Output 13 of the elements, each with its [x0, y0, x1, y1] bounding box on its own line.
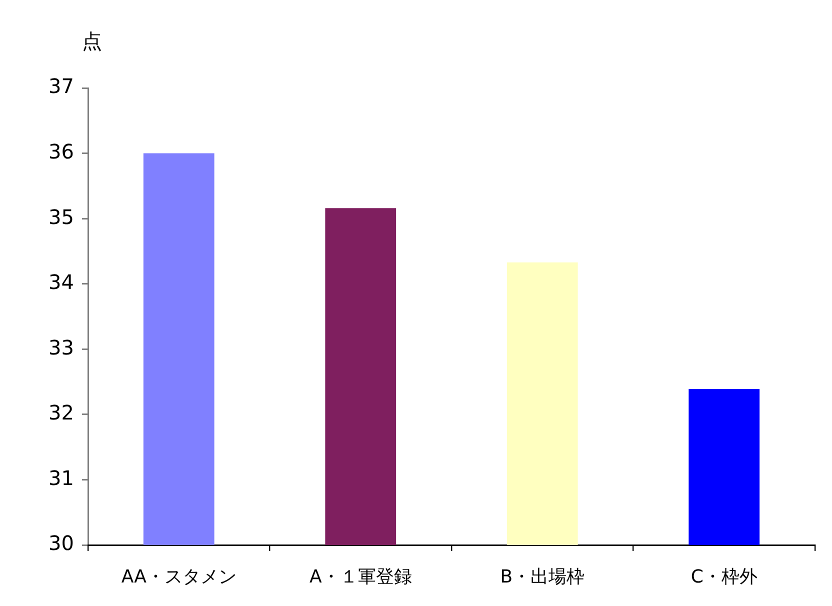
- x-tick-label: C・枠外: [690, 566, 758, 588]
- y-tick-label: 36: [48, 139, 74, 164]
- y-tick-label: 35: [48, 204, 74, 229]
- y-axis-title: 点: [82, 28, 102, 55]
- x-tick-label: AA・スタメン: [121, 566, 236, 588]
- y-tick-label: 30: [48, 531, 74, 556]
- y-tick-label: 37: [48, 74, 74, 98]
- y-tick-label: 34: [48, 270, 74, 294]
- y-tick-label: 33: [48, 335, 74, 360]
- x-tick-label: A・１軍登録: [309, 566, 412, 588]
- y-tick-label: 32: [48, 400, 74, 425]
- x-tick-label: B・出場枠: [500, 566, 585, 588]
- y-tick-label: 31: [48, 466, 74, 490]
